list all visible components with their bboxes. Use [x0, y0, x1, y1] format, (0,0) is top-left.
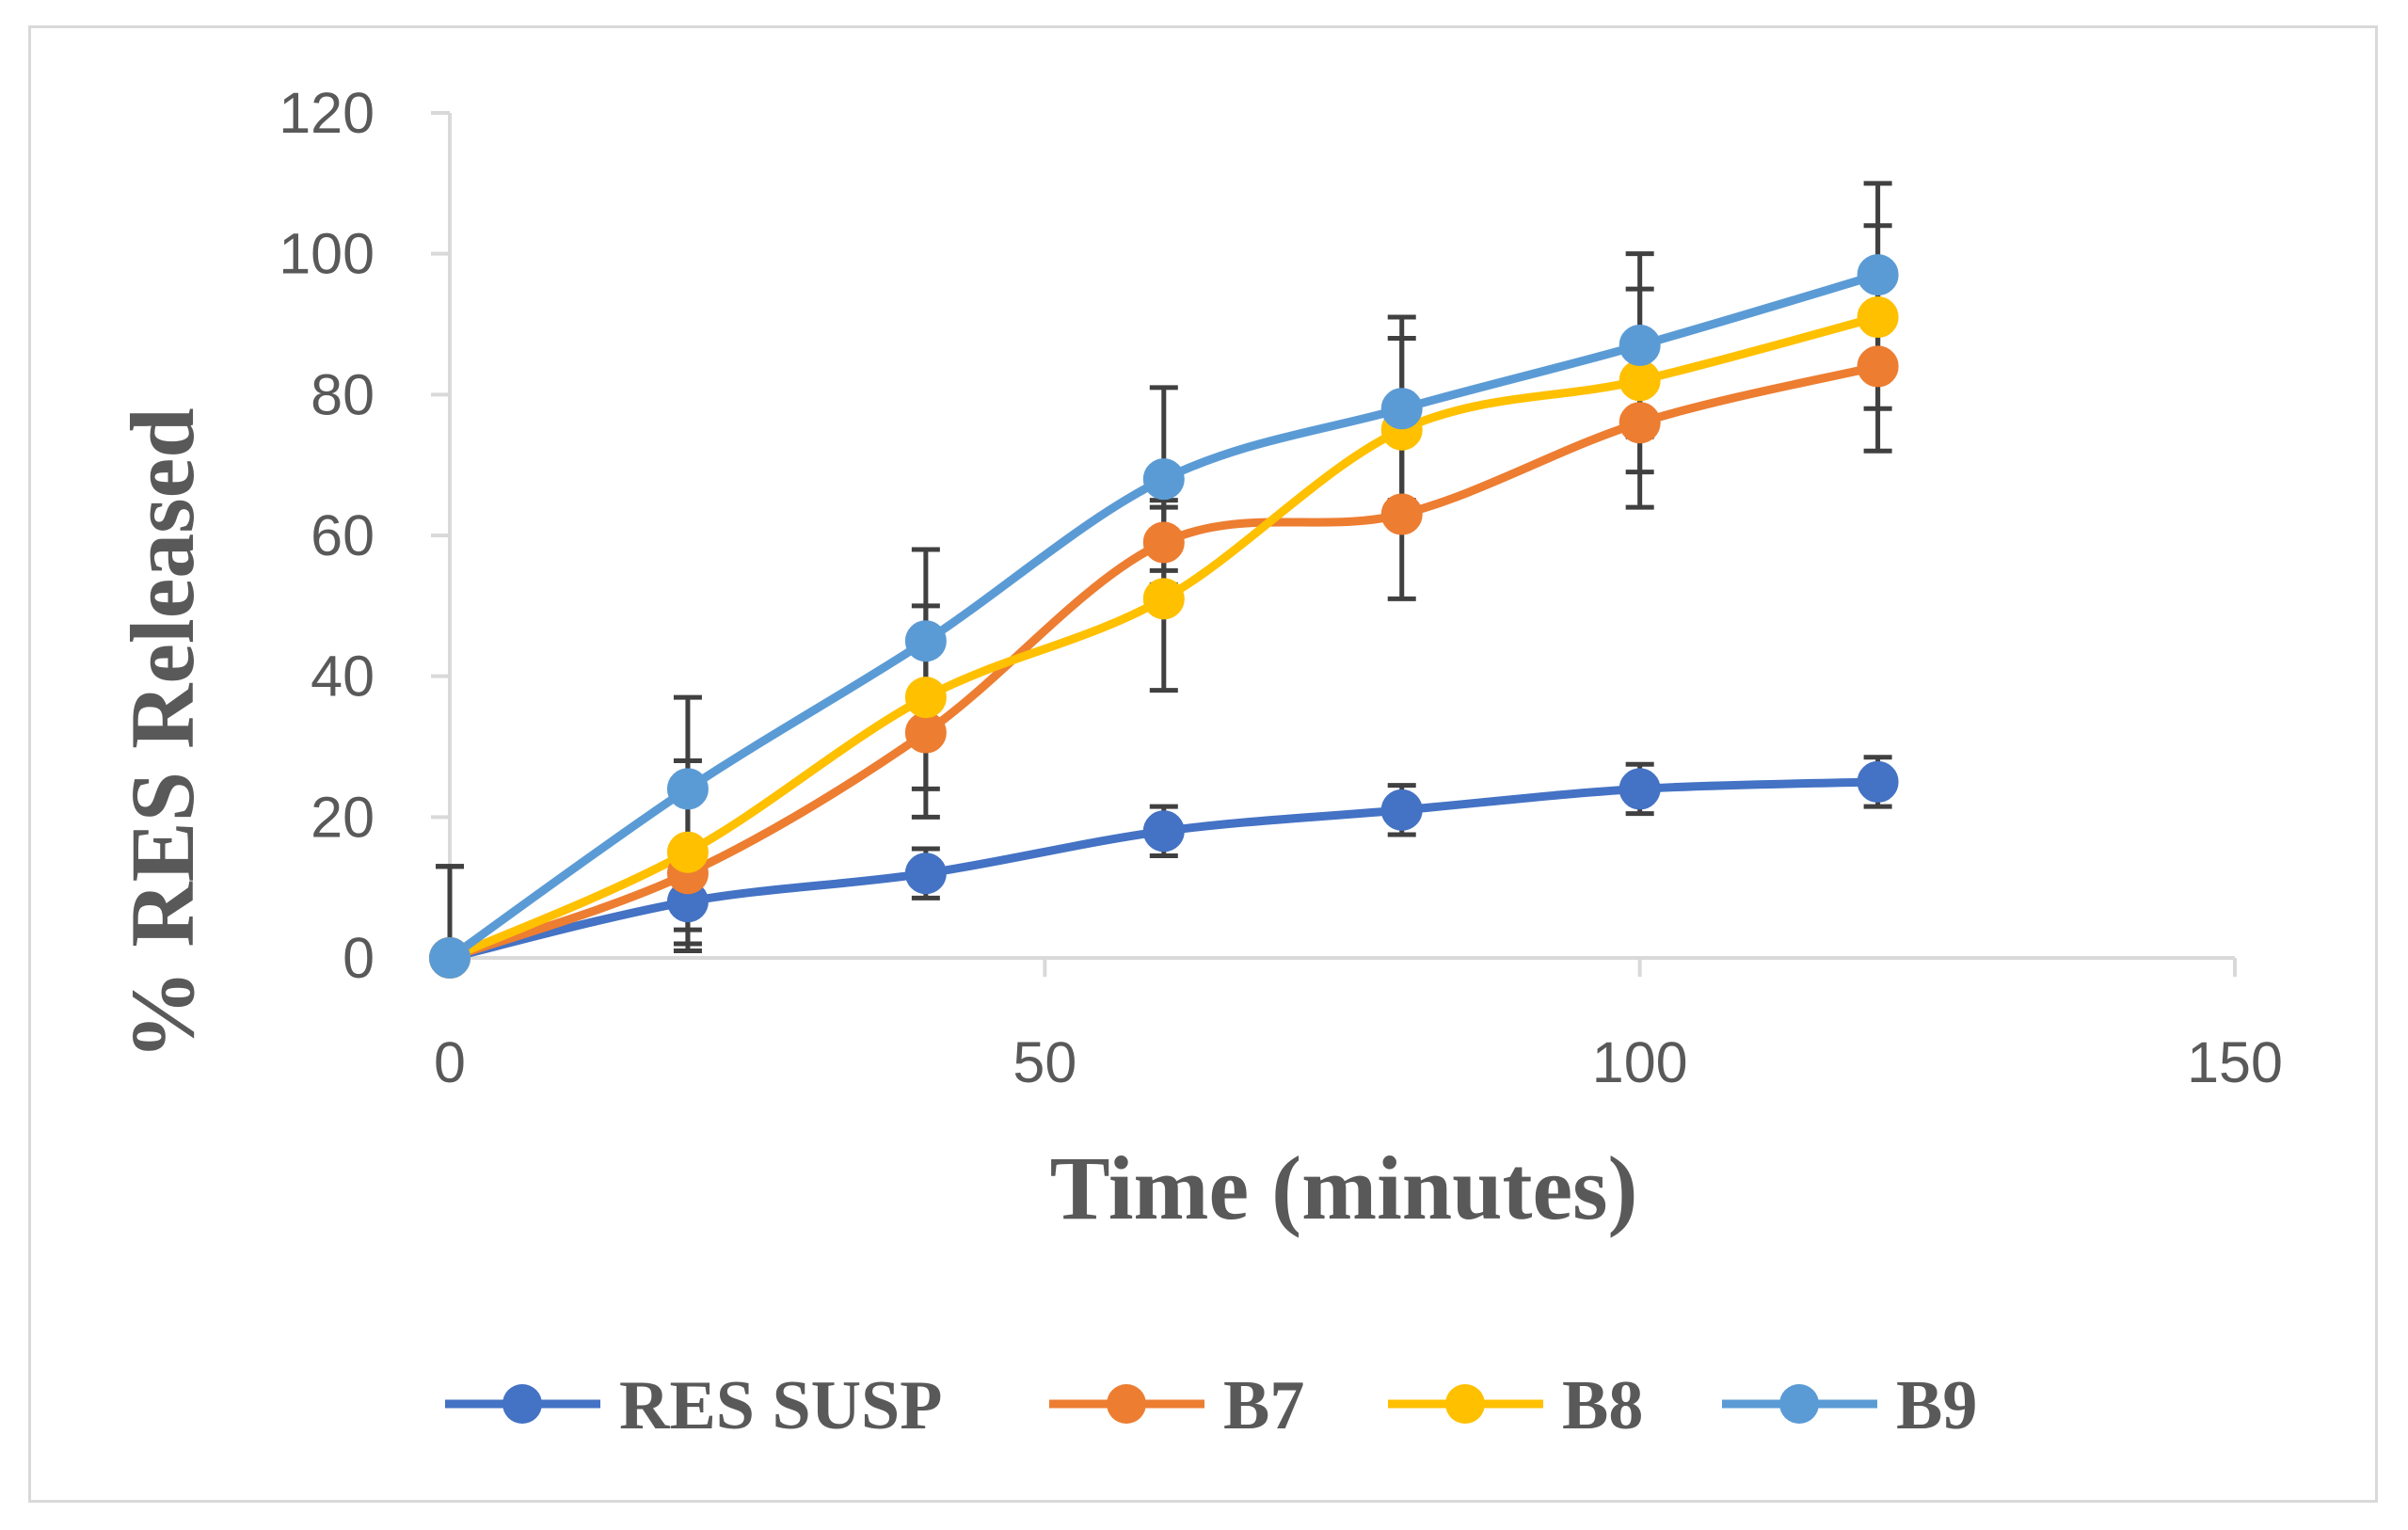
- data-point-b8: [904, 677, 947, 719]
- y-tick-label: 20: [311, 785, 375, 849]
- legend-item-b9: B9: [1722, 1367, 1977, 1444]
- data-point-b9: [429, 937, 470, 979]
- data-point-b9: [904, 620, 947, 662]
- y-tick-label: 120: [279, 81, 375, 145]
- data-point-b8: [1142, 578, 1185, 620]
- legend: RES SUSP B7 B8 B9: [445, 1367, 1977, 1444]
- data-point-b8: [1857, 296, 1899, 339]
- y-tick-label: 80: [311, 362, 375, 426]
- legend-label: B9: [1896, 1367, 1977, 1444]
- x-tick-label: 100: [1592, 1030, 1688, 1094]
- y-axis-title: % RES Released: [112, 407, 213, 1060]
- data-point-b9: [1380, 388, 1423, 430]
- data-point-res-susp: [1619, 768, 1661, 810]
- y-tick-label: 0: [343, 926, 375, 990]
- data-point-b9: [1142, 458, 1185, 501]
- legend-label: B8: [1562, 1367, 1643, 1444]
- data-point-b7: [1857, 345, 1899, 388]
- data-point-res-susp: [1142, 810, 1185, 853]
- data-point-b9: [1857, 254, 1899, 296]
- data-point-res-susp: [904, 853, 947, 895]
- legend-item-b7: B7: [1049, 1367, 1304, 1444]
- data-point-res-susp: [1380, 789, 1423, 831]
- x-tick-label: 0: [434, 1030, 466, 1094]
- x-tick-label: 50: [1013, 1030, 1076, 1094]
- data-point-b9: [1619, 324, 1661, 366]
- legend-swatch-marker: [1445, 1384, 1485, 1424]
- data-point-b8: [666, 831, 709, 873]
- data-point-b7: [1619, 402, 1661, 444]
- y-tick-label: 40: [311, 645, 375, 709]
- x-axis-title: Time (minutes): [1050, 1138, 1638, 1238]
- data-point-b7: [904, 711, 947, 754]
- legend-swatch-marker: [1107, 1384, 1146, 1424]
- legend-swatch-marker: [1779, 1384, 1819, 1424]
- legend-label: B7: [1223, 1367, 1304, 1444]
- chart-frame: [28, 25, 2378, 1503]
- legend-swatch-marker: [502, 1384, 542, 1424]
- data-point-b8: [1619, 359, 1661, 402]
- data-point-b9: [666, 768, 709, 810]
- y-tick-label: 60: [311, 503, 375, 567]
- data-point-res-susp: [1857, 760, 1899, 803]
- x-tick-label: 150: [2187, 1030, 2283, 1094]
- y-tick-label: 100: [279, 222, 375, 286]
- legend-label: RES SUSP: [619, 1367, 942, 1444]
- legend-item-res-susp: RES SUSP: [445, 1367, 942, 1444]
- axes: 0 20 40 60 80 100 120 0 50 100 150: [279, 81, 2283, 1094]
- legend-item-b8: B8: [1388, 1367, 1643, 1444]
- data-points: [429, 254, 1899, 979]
- data-point-b7: [1380, 493, 1423, 535]
- data-point-b7: [1142, 521, 1185, 564]
